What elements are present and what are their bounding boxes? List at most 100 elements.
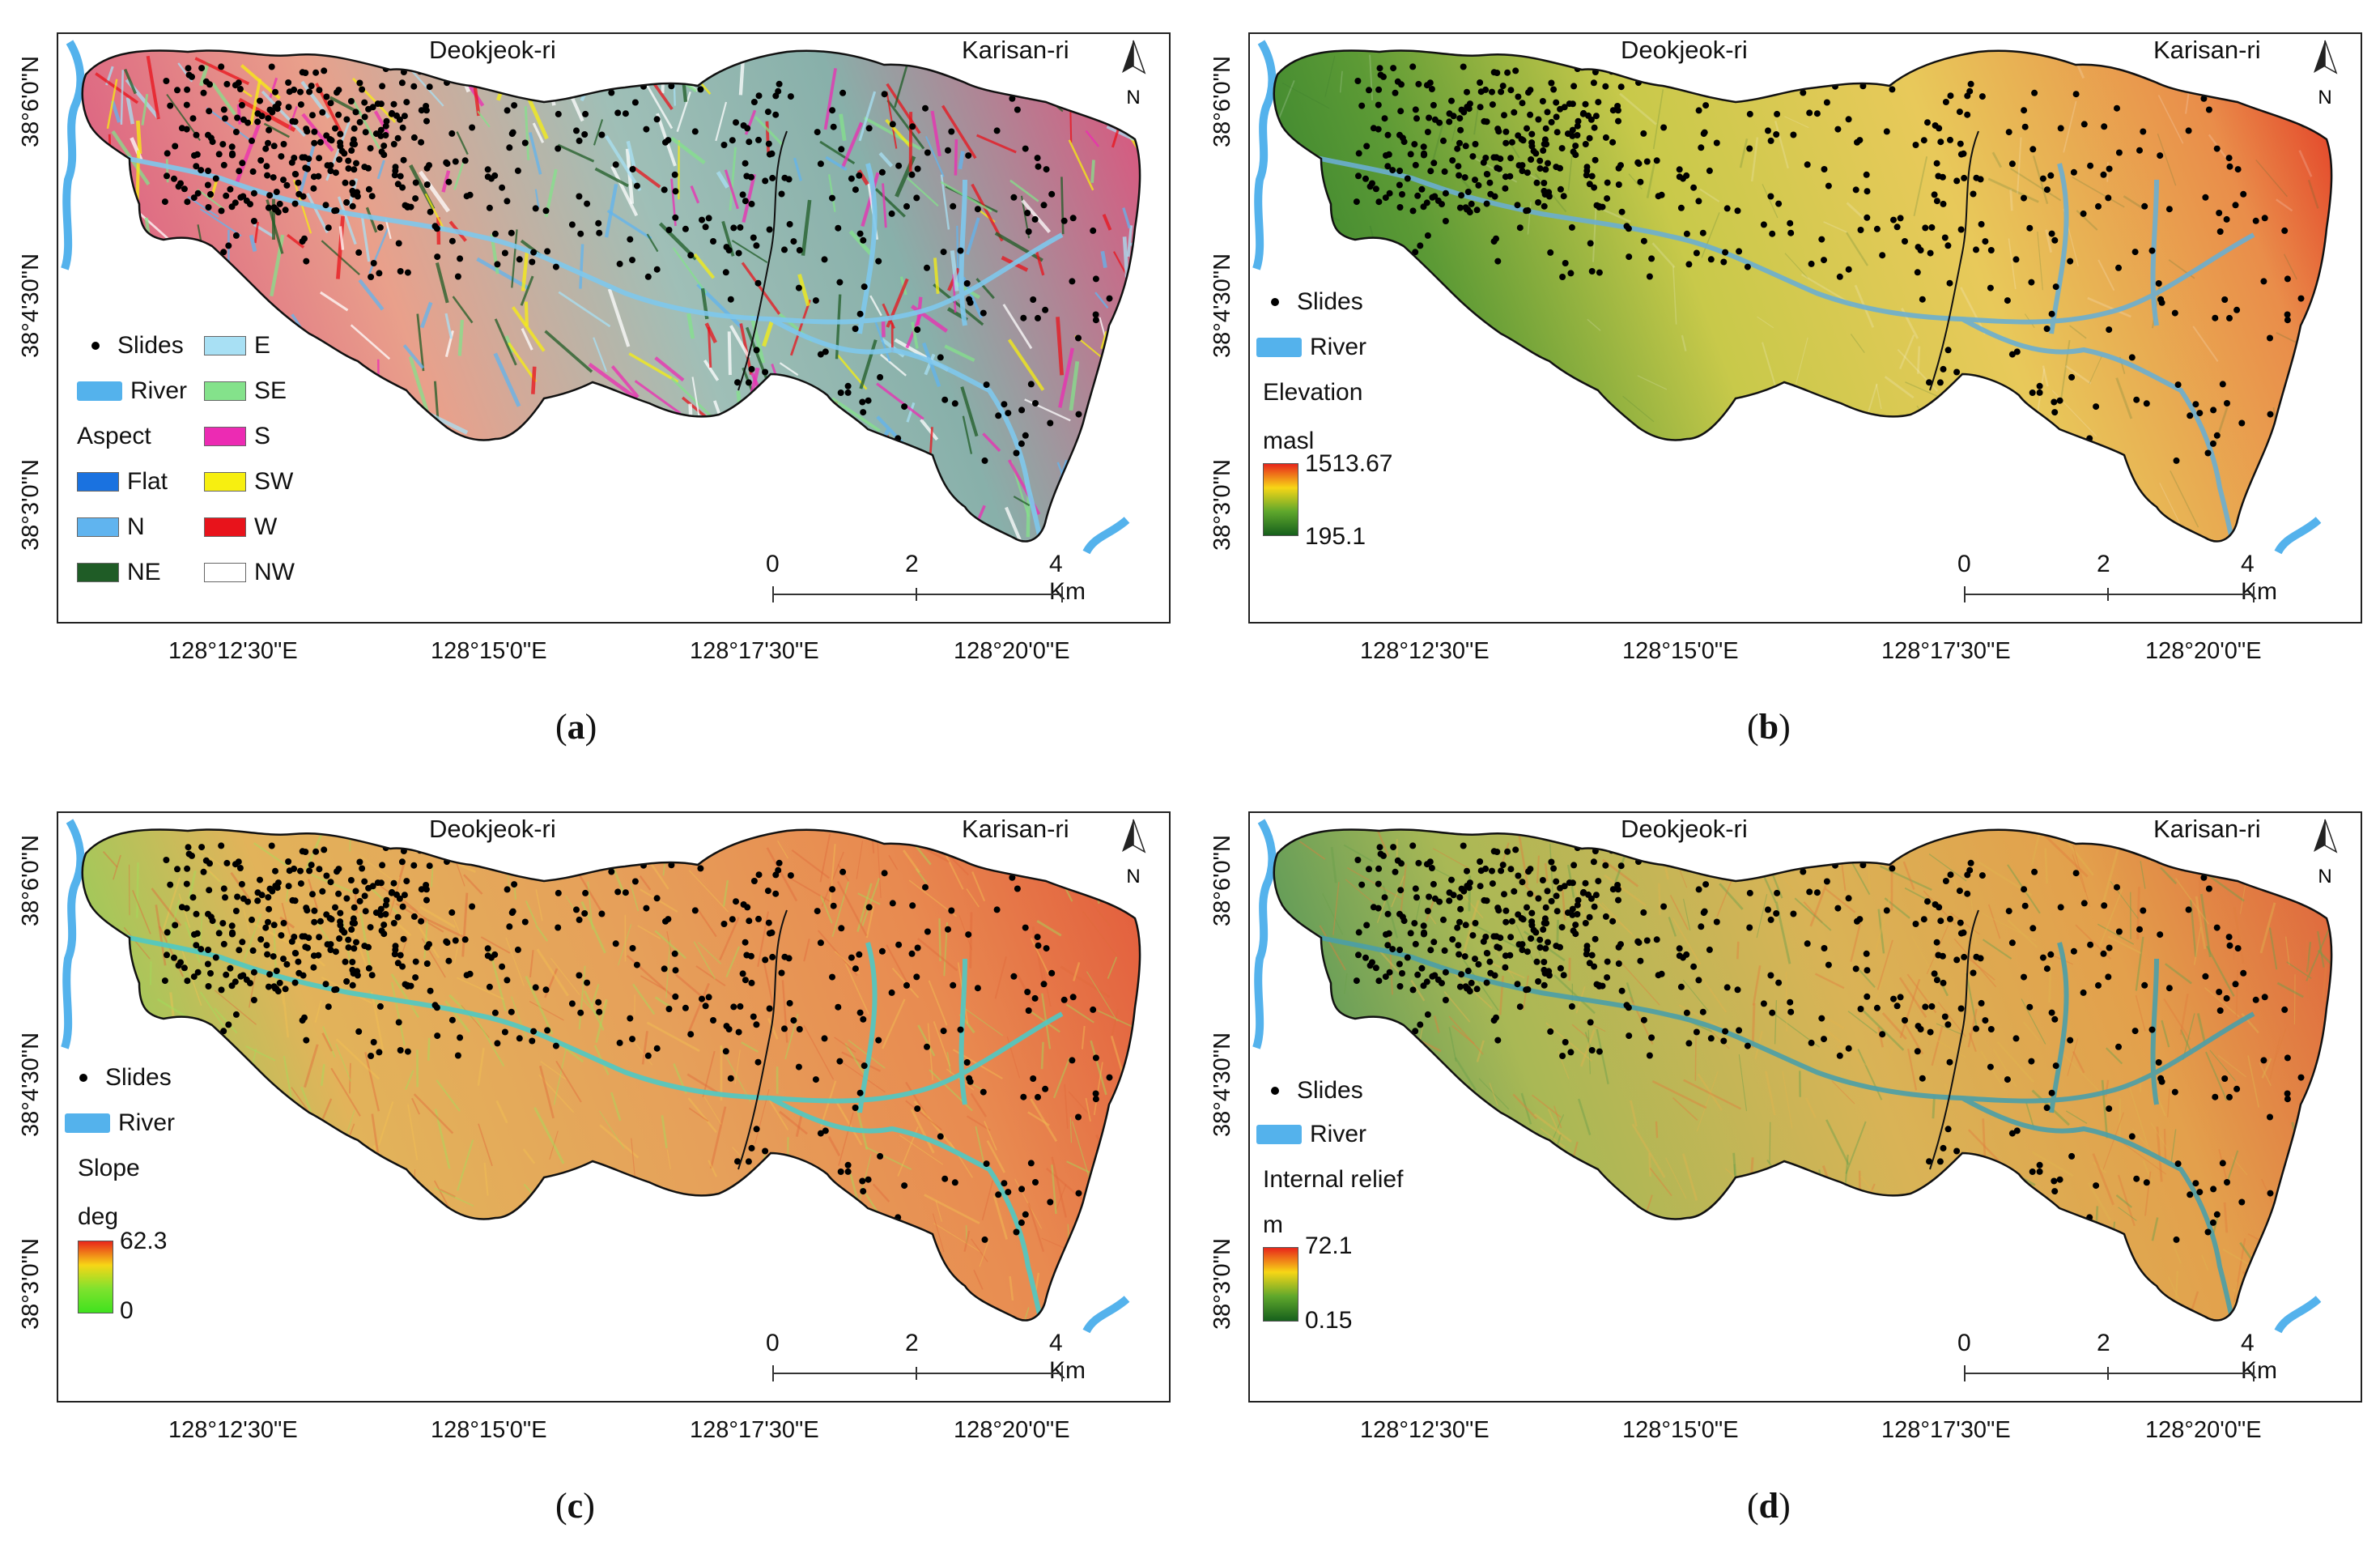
terrain-texture <box>453 932 461 964</box>
slide-point <box>215 151 223 158</box>
slide-point <box>576 916 583 923</box>
slide-point <box>1414 192 1422 199</box>
terrain-texture <box>1898 334 1915 370</box>
slide-point <box>270 174 277 181</box>
terrain-texture <box>364 1052 380 1112</box>
slide-point <box>390 100 397 108</box>
terrain-texture <box>106 79 118 130</box>
slide-point <box>370 1039 377 1045</box>
slide-point <box>1475 181 1482 189</box>
slide-point <box>1372 185 1379 193</box>
slide-point <box>755 915 762 922</box>
slide-point <box>753 242 760 249</box>
terrain-texture <box>1872 976 1885 1006</box>
slide-point <box>577 230 584 237</box>
slide-point <box>1856 916 1864 923</box>
terrain-texture <box>2151 1217 2159 1241</box>
terrain-texture <box>1097 1009 1138 1030</box>
terrain-texture <box>90 1028 102 1068</box>
terrain-texture <box>697 942 722 964</box>
terrain-texture <box>765 121 770 153</box>
terrain-texture <box>834 1037 856 1054</box>
slide-point <box>945 926 951 933</box>
terrain-texture <box>320 291 349 312</box>
slide-point <box>349 180 356 186</box>
slide-point <box>1032 400 1039 407</box>
slide-point <box>2114 104 2120 112</box>
slide-point <box>1618 987 1626 994</box>
terrain-texture <box>910 1109 935 1154</box>
terrain-texture <box>1302 1032 1309 1050</box>
terrain-texture <box>504 77 514 96</box>
slide-point <box>273 189 280 195</box>
slide-point <box>2036 389 2043 396</box>
slide-point <box>1693 249 1700 257</box>
slide-point <box>345 936 352 943</box>
slide-point <box>1821 257 1827 264</box>
terrain-texture <box>113 934 119 992</box>
terrain-texture <box>470 1010 505 1067</box>
slide-point <box>2174 381 2182 389</box>
slide-point <box>1683 1009 1690 1016</box>
slide-point <box>271 206 278 213</box>
slide-point <box>1931 970 1938 977</box>
terrain-texture <box>933 283 984 326</box>
slide-point <box>1883 907 1890 914</box>
slide-point <box>1501 891 1507 898</box>
slide-point <box>1025 228 1032 235</box>
slide-point <box>1462 922 1469 929</box>
slide-point <box>1713 918 1720 926</box>
terrain-texture <box>965 1008 1004 1037</box>
scale-bar: 0 2 4 Km <box>1957 551 2277 607</box>
slide-point <box>793 1196 800 1203</box>
terrain-texture <box>590 984 600 1007</box>
slide-point <box>1385 930 1392 937</box>
slide-point <box>2298 1224 2306 1232</box>
slide-point <box>653 1045 661 1052</box>
slide-point <box>1677 204 1685 211</box>
terrain-texture <box>2276 981 2304 998</box>
slide-point <box>865 1176 872 1183</box>
color-ramp <box>1263 463 1298 536</box>
terrain-texture <box>1936 1023 1963 1036</box>
slide-point <box>1920 916 1927 923</box>
slide-point <box>1583 951 1590 958</box>
slide-point <box>311 128 318 135</box>
terrain-texture <box>975 1126 986 1168</box>
slide-point <box>185 850 193 858</box>
terrain-texture <box>1967 1129 2004 1166</box>
slide-point <box>748 200 755 207</box>
slide-point <box>2223 215 2230 223</box>
slide-point <box>394 913 402 921</box>
terrain-texture <box>971 183 1004 242</box>
terrain-texture <box>507 517 526 538</box>
slide-point <box>171 954 177 961</box>
terrain-texture <box>1468 1183 1477 1204</box>
slide-point <box>644 1052 652 1059</box>
slide-point <box>1548 118 1555 126</box>
slide-point <box>2067 258 2074 265</box>
slide-point <box>2267 1113 2273 1121</box>
slide-point <box>1417 242 1424 249</box>
slide-point <box>1646 273 1653 280</box>
slide-point <box>306 867 313 875</box>
slide-point <box>2057 904 2064 911</box>
slide-point <box>795 284 802 292</box>
terrain-texture <box>933 258 940 294</box>
slide-point <box>901 403 908 411</box>
slide-point <box>1864 188 1871 195</box>
slide-point <box>206 860 213 867</box>
terrain-texture <box>1635 1288 1642 1319</box>
terrain-texture <box>652 465 675 490</box>
slide-point <box>365 964 372 972</box>
terrain-texture <box>958 915 973 951</box>
slide-point <box>1389 946 1396 953</box>
slide-point <box>730 443 737 450</box>
slide-point <box>1533 958 1541 965</box>
terrain-texture <box>365 206 378 233</box>
slide-point <box>1883 128 1890 135</box>
slide-point <box>875 1037 882 1044</box>
slide-point <box>1424 232 1431 239</box>
terrain-texture <box>1086 70 1094 94</box>
slide-point <box>469 124 476 131</box>
